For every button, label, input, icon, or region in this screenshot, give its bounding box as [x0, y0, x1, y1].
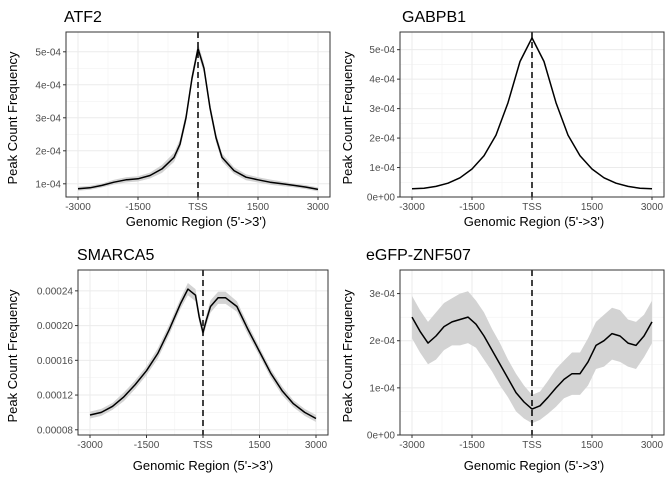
y-axis-label: Peak Count Frequency: [340, 51, 355, 184]
chart-panel-gabpb1: -3000 -1500 TSS 1500 3000 0e+00 1e-04 2e-04 3e-0…: [340, 9, 665, 229]
chart-panel-atf2: -3000 -1500 TSS 1500 3000 1e-04 2e-04 3e-04 4e-0…: [5, 9, 331, 229]
y-tick-label: 2e-04: [35, 146, 61, 157]
series-group: [411, 291, 653, 424]
x-tick-label: -1500: [459, 440, 485, 451]
y-axis-label: Peak Count Frequency: [5, 51, 20, 184]
y-tick-label: 3e-04: [35, 113, 61, 124]
x-tick-label: TSS: [188, 202, 208, 213]
y-tick-label: 0.00008: [37, 425, 74, 436]
chart-title: SMARCA5: [77, 247, 154, 264]
series-group: [77, 43, 319, 192]
y-tick-label: 0.00016: [37, 356, 74, 367]
x-tick-label: 3000: [641, 202, 664, 213]
x-tick-label: -3000: [399, 440, 425, 451]
x-tick-label: 3000: [305, 440, 328, 451]
confidence-band: [90, 283, 316, 422]
plot-area: -3000 -1500 TSS 1500 3000 0e+00 1e-04 2e-04 3e-0…: [367, 269, 665, 451]
x-tick-label: 1500: [248, 440, 271, 451]
chart-panel-smarca5: -3000 -1500 TSS 1500 3000 0.00008 0.00012 0.000…: [5, 247, 329, 473]
x-axis-label: Genomic Region (5'->3'): [133, 458, 273, 473]
y-axis-label: Peak Count Frequency: [340, 289, 355, 422]
y-tick-label: 1e-04: [369, 163, 395, 174]
chart-title: GABPB1: [402, 9, 466, 26]
y-tick-label: 1e-04: [369, 383, 395, 394]
x-tick-label: 1500: [247, 202, 270, 213]
series-line: [411, 316, 653, 410]
y-tick-label: 1e-04: [35, 179, 61, 190]
y-tick-label: 0e+00: [367, 431, 396, 442]
x-tick-label: -3000: [77, 440, 103, 451]
x-tick-label: 1500: [581, 202, 604, 213]
plot-area: -3000 -1500 TSS 1500 3000 0e+00 1e-04 2e-04 3e-0…: [367, 31, 665, 213]
confidence-band: [412, 291, 652, 424]
y-tick-label: 3e-04: [369, 104, 395, 115]
plot-area: -3000 -1500 TSS 1500 3000 1e-04 2e-04 3e-04 4e-0…: [35, 31, 331, 213]
x-tick-label: 1500: [581, 440, 604, 451]
y-tick-label: 4e-04: [369, 75, 395, 86]
x-tick-label: -1500: [459, 202, 485, 213]
x-tick-label: 3000: [307, 202, 330, 213]
x-tick-label: TSS: [522, 202, 542, 213]
y-tick-label: 2e-04: [369, 134, 395, 145]
x-tick-label: -3000: [65, 202, 91, 213]
y-tick-label: 5e-04: [369, 45, 395, 56]
chart-title: ATF2: [64, 9, 102, 26]
x-tick-label: -3000: [399, 202, 425, 213]
plot-area: -3000 -1500 TSS 1500 3000 0.00008 0.00012 0.000…: [37, 269, 329, 451]
y-tick-label: 4e-04: [35, 80, 61, 91]
y-tick-label: 0e+00: [367, 193, 396, 204]
y-tick-label: 5e-04: [35, 47, 61, 58]
y-tick-label: 3e-04: [369, 289, 395, 300]
y-tick-label: 0.00024: [37, 286, 74, 297]
x-tick-label: 3000: [641, 440, 664, 451]
chart-panel-egfp-znf507: -3000 -1500 TSS 1500 3000 0e+00 1e-04 2e-04 3e-0…: [340, 247, 665, 473]
x-tick-label: TSS: [193, 440, 213, 451]
x-axis-label: Genomic Region (5'->3'): [464, 458, 604, 473]
x-tick-label: TSS: [522, 440, 542, 451]
x-axis-label: Genomic Region (5'->3'): [126, 214, 266, 229]
y-tick-label: 2e-04: [369, 336, 395, 347]
x-axis-label: Genomic Region (5'->3'): [464, 214, 604, 229]
y-tick-label: 0.00012: [37, 391, 74, 402]
x-tick-label: -1500: [125, 202, 151, 213]
series-line: [77, 47, 319, 191]
x-tick-label: -1500: [134, 440, 160, 451]
y-axis-label: Peak Count Frequency: [5, 289, 20, 422]
chart-title: eGFP-ZNF507: [366, 247, 471, 264]
y-tick-label: 0.00020: [37, 321, 74, 332]
